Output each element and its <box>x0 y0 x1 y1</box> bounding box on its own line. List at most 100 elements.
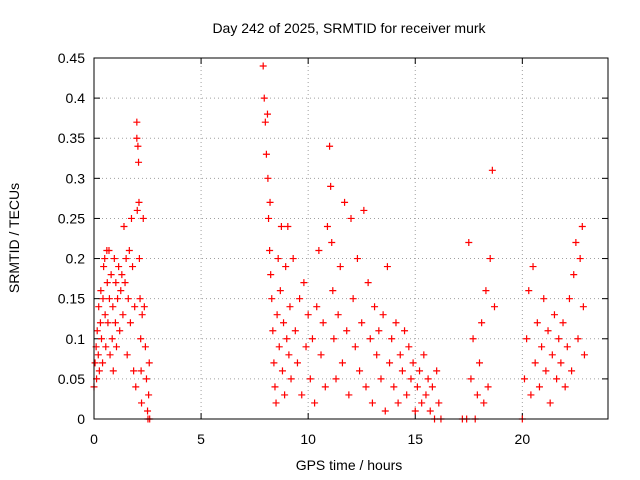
chart-title: Day 242 of 2025, SRMTID for receiver mur… <box>212 20 486 36</box>
data-point <box>488 166 496 174</box>
data-point <box>559 319 567 327</box>
x-axis-label: GPS time / hours <box>296 457 403 473</box>
data-point <box>416 367 424 375</box>
data-point <box>373 351 381 359</box>
data-point <box>302 343 310 351</box>
data-point <box>291 327 299 335</box>
data-point <box>140 303 148 311</box>
data-point <box>362 383 370 391</box>
data-point <box>285 351 293 359</box>
data-point <box>480 399 488 407</box>
data-point <box>336 263 344 271</box>
x-tick-label: 0 <box>90 431 98 447</box>
data-point <box>139 214 147 222</box>
data-point <box>109 367 117 375</box>
data-point <box>296 295 304 303</box>
data-point <box>563 343 571 351</box>
data-point <box>520 375 528 383</box>
data-point <box>100 263 108 271</box>
grid <box>94 58 608 419</box>
data-point <box>105 247 113 255</box>
data-point <box>323 222 331 230</box>
data-point <box>555 335 563 343</box>
data-point <box>368 399 376 407</box>
data-point <box>274 255 282 263</box>
x-tick-label: 15 <box>407 431 423 447</box>
data-point <box>137 367 145 375</box>
data-point <box>102 343 110 351</box>
data-point <box>330 335 338 343</box>
data-point <box>131 303 139 311</box>
data-point <box>286 303 294 311</box>
data-point <box>130 367 138 375</box>
data-point <box>137 335 145 343</box>
data-point <box>265 214 273 222</box>
data-point <box>135 158 143 166</box>
data-point <box>377 375 385 383</box>
y-tick-label: 0.2 <box>66 251 86 267</box>
axis-ticks <box>93 57 608 420</box>
data-point <box>403 391 411 399</box>
data-point <box>533 319 541 327</box>
data-point <box>366 335 374 343</box>
plot-frame <box>93 57 609 420</box>
x-tick-label: 10 <box>300 431 316 447</box>
data-point <box>347 214 355 222</box>
data-point <box>409 359 417 367</box>
data-point <box>132 383 140 391</box>
data-point <box>276 287 284 295</box>
data-point <box>317 351 325 359</box>
data-point <box>304 311 312 319</box>
data-points <box>90 62 588 423</box>
data-point <box>319 319 327 327</box>
data-point <box>523 335 531 343</box>
data-point <box>300 279 308 287</box>
data-point <box>116 327 124 335</box>
data-point <box>133 134 141 142</box>
y-axis-label: SRMTID / TECUs <box>6 183 22 293</box>
data-point <box>284 222 292 230</box>
data-point <box>134 142 142 150</box>
data-point <box>129 263 137 271</box>
data-point <box>268 295 276 303</box>
data-point <box>311 399 319 407</box>
data-point <box>264 174 272 182</box>
data-point <box>358 319 366 327</box>
data-point <box>133 118 141 126</box>
data-point <box>570 271 578 279</box>
data-point <box>392 319 400 327</box>
data-point <box>273 311 281 319</box>
data-point <box>282 263 290 271</box>
data-point <box>343 327 351 335</box>
data-point <box>420 351 428 359</box>
data-point <box>388 335 396 343</box>
data-point <box>379 311 387 319</box>
data-point <box>540 295 548 303</box>
data-point <box>298 391 306 399</box>
data-point <box>561 383 569 391</box>
data-point <box>110 255 118 263</box>
data-point <box>135 255 143 263</box>
data-point <box>371 303 379 311</box>
data-point <box>144 407 152 415</box>
data-point <box>553 375 561 383</box>
data-point <box>101 311 109 319</box>
data-point <box>115 263 123 271</box>
data-point <box>476 359 483 367</box>
data-point <box>401 327 409 335</box>
data-point <box>529 263 537 271</box>
data-point <box>142 375 150 383</box>
data-point <box>574 335 582 343</box>
data-point <box>546 399 554 407</box>
data-point <box>396 351 404 359</box>
data-point <box>418 399 426 407</box>
data-point <box>138 399 146 407</box>
data-point <box>272 399 280 407</box>
data-point <box>327 182 335 190</box>
data-point <box>413 383 421 391</box>
data-point <box>334 311 342 319</box>
data-point <box>104 319 112 327</box>
data-point <box>490 303 498 311</box>
data-point <box>329 287 337 295</box>
data-point <box>97 287 105 295</box>
